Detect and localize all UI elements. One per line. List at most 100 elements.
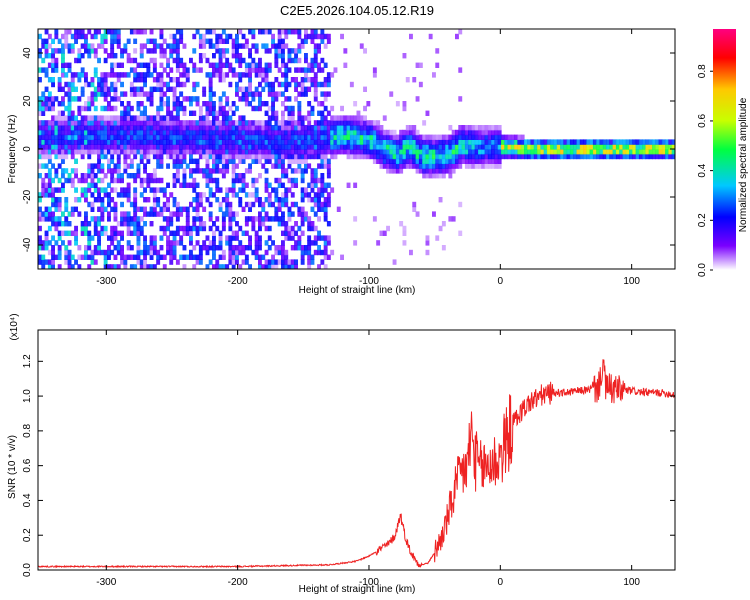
spectrogram-cell — [481, 149, 486, 155]
spectrogram-cell — [212, 125, 216, 131]
spectrogram-cell — [93, 197, 98, 203]
spectrogram-cell — [87, 245, 92, 251]
spectrogram-cell — [185, 77, 190, 83]
spectrogram-cell — [156, 249, 161, 256]
spectrogram-cell — [93, 259, 98, 265]
spectrogram-cell — [110, 264, 115, 269]
spectrogram-cell — [93, 115, 98, 121]
spectrogram-cell — [405, 139, 410, 145]
spectrogram-cell — [271, 187, 275, 193]
spectrogram-cell — [162, 144, 167, 150]
spectrogram-cell — [67, 249, 72, 256]
spectrogram-cell — [93, 105, 98, 112]
spectrogram-cell — [583, 153, 587, 160]
spectrogram-cell — [300, 153, 305, 160]
spectrogram-cell — [175, 225, 180, 232]
spectrogram-cell — [474, 163, 479, 169]
spectrogram-cell — [195, 134, 200, 140]
spectrogram-cell — [57, 81, 62, 88]
spectrogram-cell — [261, 216, 266, 222]
spectrogram-cell — [129, 134, 134, 140]
spectrogram-cell — [47, 168, 52, 174]
spectrogram-cell — [313, 33, 318, 40]
spectrogram-cell — [267, 144, 272, 150]
spectrogram-cell — [235, 38, 239, 44]
spectrogram-cell — [284, 77, 289, 83]
spectrogram-cell — [136, 115, 141, 121]
spectrogram-cell — [300, 129, 305, 136]
spectrogram-cell — [57, 149, 62, 155]
spectrogram-cell — [300, 120, 305, 126]
spectrogram-cell — [159, 158, 164, 164]
spectrogram-cell — [152, 139, 157, 145]
spectrogram-cell — [41, 254, 46, 260]
spectrogram-cell — [100, 249, 105, 256]
spectrogram-cell — [294, 230, 298, 236]
spectrogram-cell — [107, 149, 111, 155]
spectrogram-cell — [281, 153, 285, 160]
spectrogram-cell — [93, 249, 98, 256]
spectrogram-cell — [317, 110, 321, 116]
spectrogram-cell — [372, 134, 377, 140]
spectrogram-cell — [139, 230, 144, 236]
spectrogram-cell — [129, 115, 134, 121]
spectrogram-cell — [333, 115, 338, 121]
spectrogram-cell — [47, 144, 52, 150]
spectrogram-cell — [44, 101, 49, 107]
spectrogram-cell — [497, 149, 502, 155]
spectrogram-cell — [44, 153, 49, 160]
spectrogram-cell — [175, 144, 180, 150]
spectrogram-cell — [238, 134, 243, 140]
spectrogram-cell — [478, 153, 482, 160]
spectrogram-cell — [41, 192, 46, 198]
spectrogram-cell — [415, 62, 420, 68]
spectrogram-cell — [139, 144, 144, 150]
spectrogram-cell — [238, 115, 243, 121]
spectrogram-cell — [231, 168, 236, 174]
spectrogram-cell — [74, 33, 78, 40]
spectrogram-cell — [97, 249, 101, 256]
spectrogram-cell — [61, 129, 65, 136]
spectrogram-cell — [609, 139, 614, 145]
spectrogram-cell — [149, 240, 154, 246]
y-tick-label: 1.0 — [22, 389, 33, 403]
spectrogram-cell — [484, 144, 489, 150]
spectrogram-cell — [573, 153, 578, 160]
spectrogram-cell — [64, 129, 69, 136]
spectrogram-cell — [152, 62, 157, 68]
spectrogram-cell — [359, 120, 364, 126]
spectrogram-cell — [80, 149, 85, 155]
spectrogram-cell — [123, 254, 128, 260]
spectrogram-cell — [156, 125, 161, 131]
spectrogram-cell — [274, 153, 279, 160]
spectrogram-cell — [146, 182, 151, 188]
spectrogram-cell — [501, 149, 505, 155]
spectrogram-cell — [241, 182, 246, 188]
spectrogram-cell — [126, 197, 131, 203]
spectrogram-cell — [61, 48, 65, 54]
spectrogram-cell — [215, 163, 220, 169]
spectrogram-cell — [61, 187, 65, 193]
spectrogram-cell — [438, 225, 443, 232]
spectrogram-cell — [356, 110, 361, 116]
spectrogram-cell — [192, 48, 197, 54]
spectrogram-cell — [212, 43, 216, 49]
spectrogram-cell — [294, 53, 298, 59]
spectrogram-cell — [251, 129, 256, 136]
spectrogram-cell — [113, 211, 118, 217]
spectrogram-cell — [175, 43, 180, 49]
spectrogram-cell — [307, 221, 312, 227]
spectrogram-cell — [313, 225, 318, 232]
spectrogram-cell — [510, 134, 515, 140]
spectrogram-cell — [139, 216, 144, 222]
spectrogram-cell — [90, 249, 95, 256]
spectrogram-cell — [497, 153, 502, 160]
spectrogram-cell — [212, 29, 216, 35]
spectrogram-cell — [241, 158, 246, 164]
spectrogram-cell — [212, 105, 216, 112]
spectrogram-cell — [432, 211, 436, 217]
spectrogram-cell — [172, 105, 177, 112]
spectrogram-cell — [152, 43, 157, 49]
spectrogram-cell — [208, 149, 213, 155]
spectrogram-cell — [310, 173, 315, 179]
